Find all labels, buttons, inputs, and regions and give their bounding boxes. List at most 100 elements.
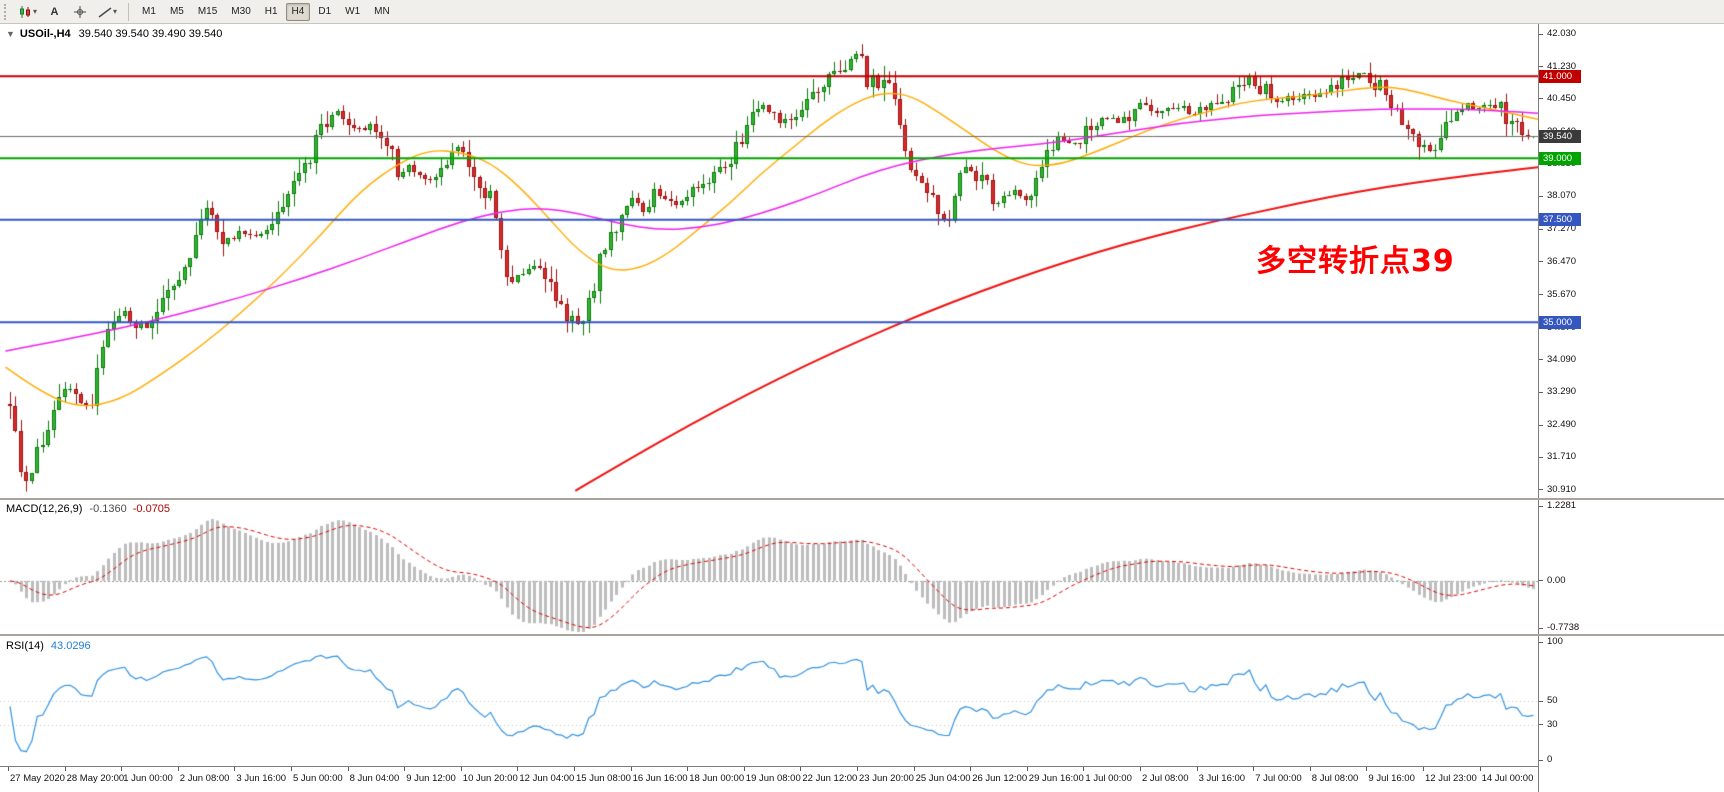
chart-type-button[interactable]: ▾ xyxy=(13,2,41,22)
main-chart-canvas[interactable] xyxy=(0,24,1538,498)
text-tool-button[interactable]: A xyxy=(43,2,66,22)
rsi-scale-label: 0 xyxy=(1546,754,1554,765)
time-label: 29 Jun 16:00 xyxy=(1028,773,1084,784)
timeframe-button-w1[interactable]: W1 xyxy=(339,3,366,21)
time-label: 22 Jun 12:00 xyxy=(802,773,858,784)
price-tick-label: 31.710 xyxy=(1546,451,1578,463)
time-axis-tick xyxy=(743,767,745,771)
time-axis-tick xyxy=(347,767,349,771)
draw-tools-button[interactable]: ▾ xyxy=(93,2,121,22)
price-level-tag: 41.000 xyxy=(1539,69,1581,83)
macd-scale-label: 0.00 xyxy=(1546,574,1567,586)
timeframe-button-h4[interactable]: H4 xyxy=(285,2,311,21)
macd-panel-canvas[interactable] xyxy=(0,500,1538,634)
time-axis-tick xyxy=(291,767,292,771)
time-label: 1 Jul 00:00 xyxy=(1085,773,1132,784)
timeframe-button-d1[interactable]: D1 xyxy=(312,3,337,21)
price-axis-tick xyxy=(1539,391,1543,393)
macd-label: MACD(12,26,9) xyxy=(6,503,83,515)
annotation-text[interactable]: 多空转折点39 xyxy=(1256,244,1455,279)
time-axis-tick xyxy=(1026,767,1028,771)
panel-splitter-macd[interactable] xyxy=(0,498,1724,500)
time-axis-tick xyxy=(574,767,575,771)
time-label: 3 Jun 16:00 xyxy=(236,773,287,784)
symbol-period-label: USOil-,H4 xyxy=(19,28,71,40)
time-label: 16 Jun 16:00 xyxy=(632,773,688,784)
time-label: 1 Jun 00:00 xyxy=(123,773,173,784)
macd-value-signal: -0.0705 xyxy=(132,503,171,515)
ohlc-values: 39.540 39.540 39.490 39.540 xyxy=(78,28,223,40)
price-scale[interactable]: 42.03041.23040.45039.64038.85038.07037.2… xyxy=(1538,24,1724,792)
rsi-scale-label: 50 xyxy=(1546,695,1559,706)
price-level-tag: 35.000 xyxy=(1539,315,1581,329)
time-axis-tick xyxy=(1366,767,1368,771)
chart-header: ▼ USOil-,H4 39.540 39.540 39.490 39.540 xyxy=(6,28,222,40)
price-tick-label: 40.450 xyxy=(1546,92,1578,104)
dropdown-arrow-icon: ▾ xyxy=(113,7,118,16)
crosshair-tool-button[interactable] xyxy=(68,2,91,22)
time-axis-tick xyxy=(857,767,858,771)
timeframe-button-m15[interactable]: M15 xyxy=(192,3,223,21)
macd-axis-tick xyxy=(1539,505,1543,507)
time-axis-tick xyxy=(1140,767,1141,771)
crosshair-icon xyxy=(72,4,87,19)
candlestick-chart-icon xyxy=(17,4,32,19)
price-axis-tick xyxy=(1539,228,1543,230)
time-label: 9 Jul 16:00 xyxy=(1368,773,1415,784)
toolbar: ▾ A ▾ M1 M5 M15 M30 H1 H4 D1 W1 MN xyxy=(0,0,1724,24)
price-tick-label: 37.270 xyxy=(1546,223,1578,235)
time-axis-tick xyxy=(404,767,406,771)
rsi-axis-tick xyxy=(1539,641,1543,643)
time-label: 8 Jul 08:00 xyxy=(1311,773,1359,784)
time-axis-tick xyxy=(460,767,462,771)
time-label: 27 May 2020 xyxy=(10,773,65,784)
time-axis-tick xyxy=(121,767,123,771)
macd-header: MACD(12,26,9) -0.1360 -0.0705 xyxy=(6,503,170,515)
time-axis-tick xyxy=(177,767,179,771)
time-axis-tick xyxy=(1253,767,1255,771)
rsi-scale-label: 30 xyxy=(1546,718,1559,730)
timeframe-button-m1[interactable]: M1 xyxy=(136,3,162,21)
price-axis-tick xyxy=(1539,489,1543,491)
text-tool-icon: A xyxy=(50,5,59,18)
time-axis-tick xyxy=(1196,767,1198,771)
time-label: 15 Jun 08:00 xyxy=(576,773,631,784)
price-tick-label: 35.670 xyxy=(1546,288,1578,300)
timeframe-button-mn[interactable]: MN xyxy=(368,3,396,21)
rsi-panel-canvas[interactable] xyxy=(0,636,1538,766)
price-axis-tick xyxy=(1539,424,1543,426)
price-axis-tick xyxy=(1539,33,1543,35)
rsi-axis-tick xyxy=(1539,700,1543,702)
time-axis-tick xyxy=(1309,767,1311,771)
timeframe-button-h1[interactable]: H1 xyxy=(259,3,284,21)
panel-splitter-rsi[interactable] xyxy=(0,634,1724,636)
price-level-tag: 39.540 xyxy=(1539,129,1581,143)
price-tick-label: 42.030 xyxy=(1546,28,1578,39)
macd-axis-tick xyxy=(1539,627,1543,629)
macd-scale-label: -0.7738 xyxy=(1546,622,1581,633)
price-level-tag: 37.500 xyxy=(1539,213,1581,227)
price-axis-tick xyxy=(1539,294,1543,296)
time-axis-tick xyxy=(630,767,632,771)
time-axis-tick xyxy=(800,767,802,771)
time-label: 25 Jun 04:00 xyxy=(915,773,971,784)
time-label: 12 Jun 04:00 xyxy=(519,773,575,784)
time-axis-tick xyxy=(970,767,972,771)
one-click-collapse-button[interactable]: ▼ xyxy=(6,29,15,39)
rsi-axis-tick xyxy=(1539,759,1543,761)
time-axis[interactable]: 27 May 2020 28 May 20:00 1 Jun 00:00 2 Jun … xyxy=(0,767,1538,792)
price-tick-label: 33.290 xyxy=(1546,386,1578,398)
time-label: 19 Jun 08:00 xyxy=(745,773,801,784)
toolbar-drag-handle[interactable] xyxy=(4,3,9,20)
price-tick-label: 30.910 xyxy=(1546,483,1578,495)
timeframe-button-m30[interactable]: M30 xyxy=(225,3,256,21)
time-label: 26 Jun 12:00 xyxy=(972,773,1028,784)
time-label: 7 Jul 00:00 xyxy=(1255,773,1302,784)
price-level-tag: 39.000 xyxy=(1539,151,1581,165)
price-tick-label: 36.470 xyxy=(1546,255,1578,267)
rsi-axis-tick xyxy=(1539,724,1543,726)
timeframe-button-m5[interactable]: M5 xyxy=(164,3,190,21)
time-label: 2 Jun 08:00 xyxy=(179,773,230,784)
price-axis-tick xyxy=(1539,66,1543,68)
